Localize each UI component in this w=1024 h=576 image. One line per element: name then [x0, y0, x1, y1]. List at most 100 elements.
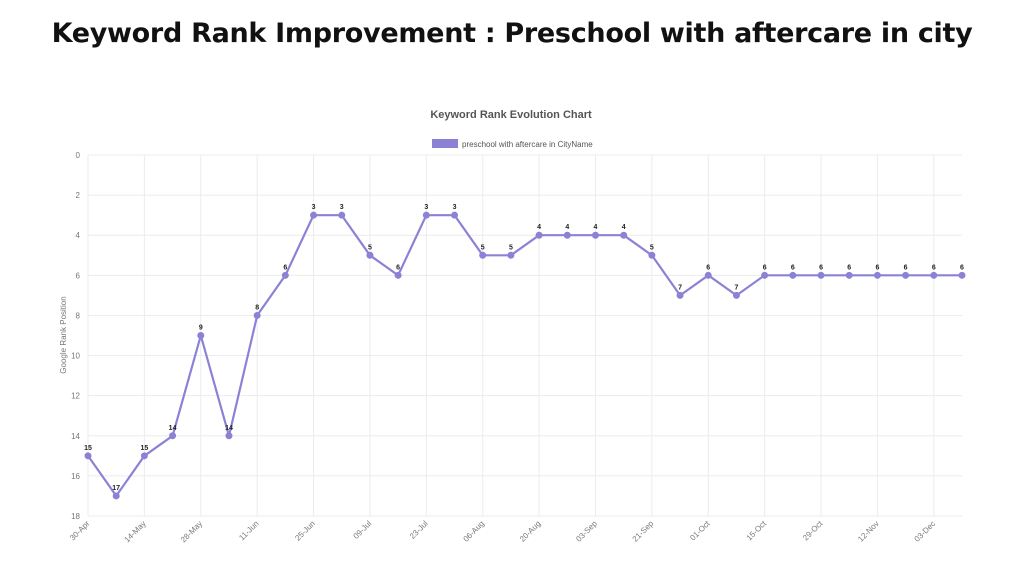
data-point: [789, 271, 797, 279]
x-tick-label: 28-May: [179, 519, 204, 544]
y-tick-label: 0: [76, 151, 81, 160]
data-point: [253, 311, 261, 319]
data-point: [197, 332, 205, 339]
data-point: [84, 452, 92, 460]
data-label: 6: [904, 264, 908, 271]
data-point: [281, 271, 289, 279]
data-label: 3: [424, 204, 428, 211]
data-label: 6: [847, 264, 851, 271]
series-line: [87, 214, 962, 497]
data-point: [620, 231, 628, 239]
data-point: [310, 211, 318, 219]
data-label: 4: [565, 224, 569, 231]
data-label: 3: [453, 204, 457, 211]
data-label: 5: [481, 244, 485, 251]
data-label: 4: [537, 224, 541, 231]
data-label: 6: [932, 264, 936, 271]
data-point: [845, 271, 853, 279]
data-point: [535, 231, 543, 239]
data-point: [338, 211, 346, 219]
data-label: 6: [791, 264, 795, 271]
data-point: [873, 271, 881, 279]
data-label: 6: [396, 264, 400, 271]
y-axis-ticks: 0 2 4 6 8 10 12 14 16 18: [71, 151, 80, 521]
data-label: 6: [763, 264, 767, 271]
data-label: 5: [368, 244, 372, 251]
data-point: [958, 271, 966, 279]
data-point: [732, 291, 740, 299]
data-point: [761, 271, 769, 279]
y-tick-label: 10: [71, 352, 80, 361]
data-label: 6: [875, 264, 879, 271]
x-tick-label: 25-Jun: [293, 519, 317, 543]
data-label: 3: [312, 204, 316, 211]
x-tick-label: 06-Aug: [462, 519, 487, 544]
x-tick-label: 23-Jul: [408, 519, 430, 541]
data-label: 8: [255, 304, 259, 311]
page-heading: Keyword Rank Improvement : Preschool wit…: [51, 18, 973, 49]
data-point: [112, 492, 120, 500]
data-label: 5: [650, 244, 654, 251]
data-label: 5: [509, 244, 513, 251]
data-label: 14: [225, 425, 233, 432]
data-point: [648, 251, 656, 259]
data-point: [479, 251, 487, 259]
data-point: [563, 231, 571, 239]
data-point: [225, 432, 233, 440]
data-point: [507, 251, 515, 259]
data-label: 7: [734, 284, 738, 291]
y-tick-label: 6: [76, 271, 81, 280]
data-label: 4: [622, 224, 626, 231]
x-tick-label: 12-Nov: [856, 519, 881, 544]
data-label: 3: [340, 204, 344, 211]
data-label: 15: [84, 445, 92, 452]
data-point: [140, 452, 148, 460]
data-point: [169, 432, 177, 440]
legend-label: preschool with aftercare in CityName: [462, 140, 593, 149]
data-label: 6: [960, 264, 964, 271]
data-point: [394, 271, 402, 279]
data-label: 7: [678, 284, 682, 291]
y-tick-label: 2: [76, 191, 81, 200]
x-tick-label: 09-Jul: [352, 519, 374, 541]
data-point: [704, 271, 712, 279]
data-label: 6: [283, 264, 287, 271]
x-tick-label: 11-Jun: [237, 519, 260, 542]
data-point: [451, 211, 459, 219]
y-axis-label: Google Rank Position: [59, 296, 68, 373]
x-tick-label: 03-Sep: [574, 519, 599, 544]
data-point: [930, 271, 938, 279]
x-axis-ticks: 30-Apr 14-May 28-May 11-Jun 25-Jun 09-Jul 23-J…: [68, 519, 937, 545]
x-tick-label: 03-Dec: [913, 519, 938, 544]
x-tick-label: 01-Oct: [688, 519, 712, 543]
data-label: 6: [819, 264, 823, 271]
x-tick-label: 29-Oct: [801, 519, 825, 543]
legend-swatch: [432, 139, 458, 148]
x-tick-label: 30-Apr: [68, 519, 92, 543]
data-label: 14: [169, 425, 177, 432]
y-tick-label: 14: [71, 432, 80, 441]
x-tick-label: 14-May: [123, 519, 148, 544]
x-tick-label: 21-Sep: [631, 519, 656, 544]
x-tick-label: 20-Aug: [518, 519, 543, 544]
y-tick-label: 12: [71, 392, 80, 401]
y-tick-label: 8: [76, 311, 81, 320]
data-point: [422, 211, 430, 219]
legend: preschool with aftercare in CityName: [432, 139, 593, 149]
data-point: [817, 271, 825, 279]
y-tick-label: 4: [76, 231, 81, 240]
data-label: 17: [112, 485, 120, 492]
data-point: [366, 251, 374, 259]
y-tick-label: 18: [71, 512, 80, 521]
chart-title: Keyword Rank Evolution Chart: [430, 109, 592, 121]
y-tick-label: 16: [71, 472, 80, 481]
series: 15 17 15 14 9 14 8 6 3 3 5 6 3 3 5 5 4 4 4 4 5 7 6 7 6 6 6 6 6 6 6 6: [84, 204, 966, 500]
grid: [87, 154, 962, 517]
data-label: 9: [199, 325, 203, 332]
data-label: 4: [594, 224, 598, 231]
data-point: [676, 291, 684, 299]
x-tick-label: 15-Oct: [745, 519, 769, 543]
data-label: 6: [706, 264, 710, 271]
data-label: 15: [140, 445, 148, 452]
